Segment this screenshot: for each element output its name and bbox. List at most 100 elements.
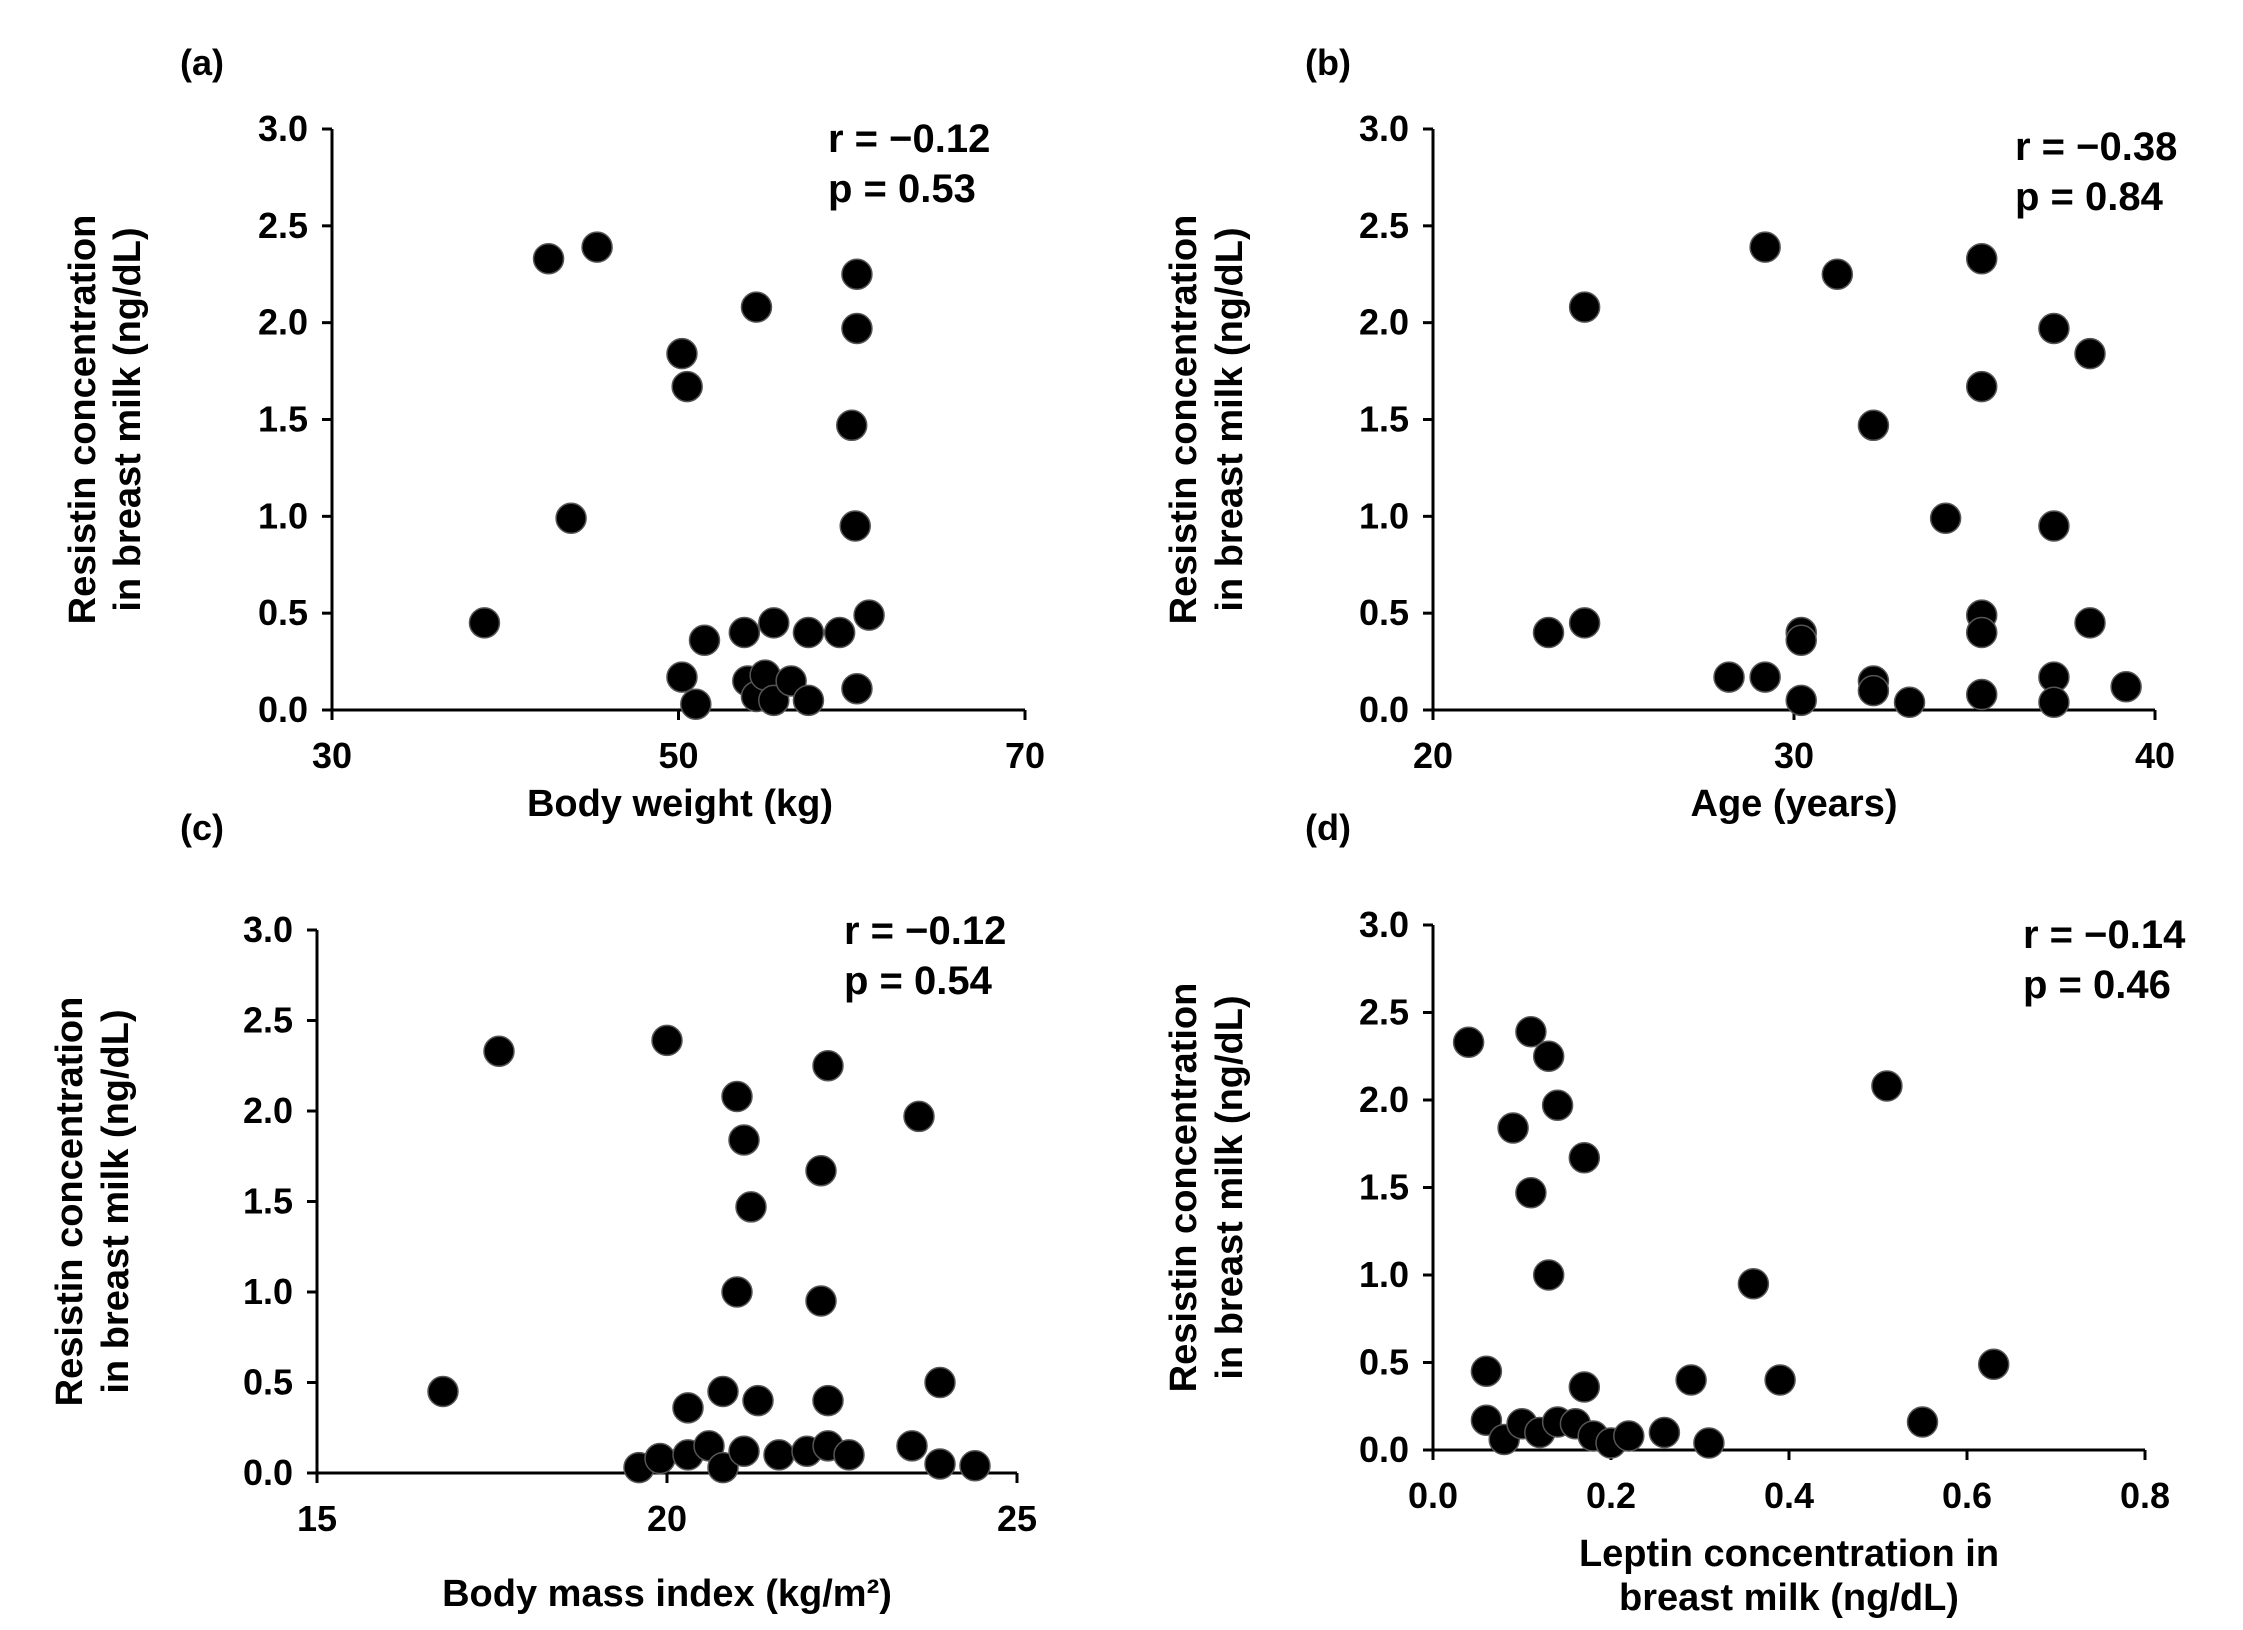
y-axis-label: in breast milk (ng/dL) [1209, 995, 1251, 1379]
data-point [823, 616, 856, 649]
panel-label: (a) [180, 42, 224, 83]
data-point [841, 312, 873, 345]
data-point [805, 1285, 837, 1317]
correlation-r-label: r = −0.38 [2015, 125, 2177, 169]
data-point [555, 502, 587, 535]
data-point [1532, 1259, 1565, 1291]
y-tick-label: 2.0 [1359, 302, 1409, 343]
data-point [468, 607, 501, 639]
y-tick-label: 1.5 [258, 399, 308, 440]
data-point [688, 624, 721, 657]
p-value-label: p = 0.46 [2023, 963, 2171, 1007]
data-point [721, 1276, 753, 1308]
y-tick-label: 0.5 [1359, 592, 1409, 633]
y-tick-label: 2.5 [258, 205, 308, 246]
data-point [1821, 258, 1854, 290]
data-point [792, 684, 825, 717]
data-point [812, 1384, 844, 1417]
y-tick-label: 3.0 [1359, 108, 1409, 149]
correlation-r-label: r = −0.12 [828, 117, 990, 161]
data-point [841, 672, 873, 705]
x-tick-label: 15 [297, 1498, 337, 1539]
x-tick-label: 0.0 [1408, 1475, 1458, 1516]
x-tick-label: 0.6 [1942, 1475, 1992, 1516]
panel-label: (d) [1305, 807, 1351, 848]
data-point [896, 1430, 928, 1462]
data-point [1568, 291, 1601, 323]
p-value-label: p = 0.53 [828, 167, 976, 211]
data-point [1693, 1427, 1725, 1459]
y-tick-label: 1.0 [1359, 495, 1409, 536]
data-point [728, 1124, 760, 1156]
data-point [427, 1375, 459, 1408]
data-point [1871, 1070, 1903, 1102]
y-tick-label: 1.0 [258, 495, 308, 536]
data-point [672, 1392, 704, 1424]
y-tick-label: 2.0 [258, 302, 308, 343]
data-point [1929, 502, 1962, 535]
data-point [2038, 312, 2070, 345]
data-point [959, 1450, 991, 1482]
data-point [1515, 1177, 1547, 1209]
data-point [1497, 1112, 1529, 1144]
y-tick-label: 0.0 [243, 1452, 293, 1493]
y-axis-label: Resistin concentration [62, 215, 104, 625]
y-tick-label: 1.0 [243, 1271, 293, 1312]
y-tick-label: 2.5 [1359, 992, 1409, 1033]
data-point [1893, 686, 1926, 719]
x-tick-label: 25 [997, 1498, 1037, 1539]
data-point [581, 231, 613, 263]
data-point [903, 1100, 935, 1133]
y-tick-label: 3.0 [258, 108, 308, 149]
x-tick-label: 0.4 [1764, 1475, 1814, 1516]
data-point [2074, 337, 2106, 370]
data-point [1749, 661, 1781, 693]
data-point [836, 409, 868, 442]
x-tick-label: 30 [1774, 735, 1814, 776]
y-axis-label: in breast milk (ng/dL) [107, 227, 149, 611]
correlation-r-label: r = −0.12 [844, 909, 1006, 953]
data-point [1737, 1268, 1770, 1300]
data-point [1965, 678, 1998, 711]
y-tick-label: 1.5 [243, 1181, 293, 1222]
data-point [1515, 1016, 1547, 1048]
x-tick-label: 50 [658, 735, 698, 776]
data-point [532, 243, 565, 275]
x-axis-label: Body weight (kg) [527, 783, 833, 825]
data-point [680, 688, 712, 720]
x-tick-label: 40 [2135, 735, 2175, 776]
data-point [666, 337, 698, 370]
data-point [839, 510, 871, 542]
x-axis-label: Leptin concentration in [1579, 1533, 1999, 1575]
y-tick-label: 2.0 [243, 1090, 293, 1131]
y-axis-label: in breast milk (ng/dL) [1209, 227, 1251, 611]
panel-label: (b) [1305, 42, 1351, 83]
x-tick-label: 20 [1413, 735, 1453, 776]
data-point [1470, 1355, 1503, 1387]
data-point [1965, 616, 1998, 649]
data-point [666, 661, 698, 693]
data-point [1785, 684, 1817, 717]
data-point [1965, 370, 1998, 403]
y-tick-label: 2.0 [1359, 1079, 1409, 1120]
data-point [1675, 1364, 1707, 1396]
data-point [483, 1035, 515, 1068]
data-point [2074, 607, 2106, 639]
data-point [1568, 1371, 1601, 1403]
data-point [671, 370, 703, 403]
data-point [2038, 510, 2070, 542]
data-point [735, 1191, 767, 1223]
data-point [1785, 624, 1817, 657]
panel-label: (c) [180, 807, 224, 848]
y-axis-label: in breast milk (ng/dL) [95, 1009, 137, 1393]
data-point [1965, 243, 1998, 275]
data-point [728, 1435, 760, 1468]
y-tick-label: 3.0 [1359, 904, 1409, 945]
data-point [805, 1154, 837, 1187]
data-point [792, 616, 825, 649]
y-tick-label: 3.0 [243, 909, 293, 950]
data-point [1532, 616, 1565, 649]
x-tick-label: 0.8 [2120, 1475, 2170, 1516]
y-tick-label: 0.5 [243, 1362, 293, 1403]
